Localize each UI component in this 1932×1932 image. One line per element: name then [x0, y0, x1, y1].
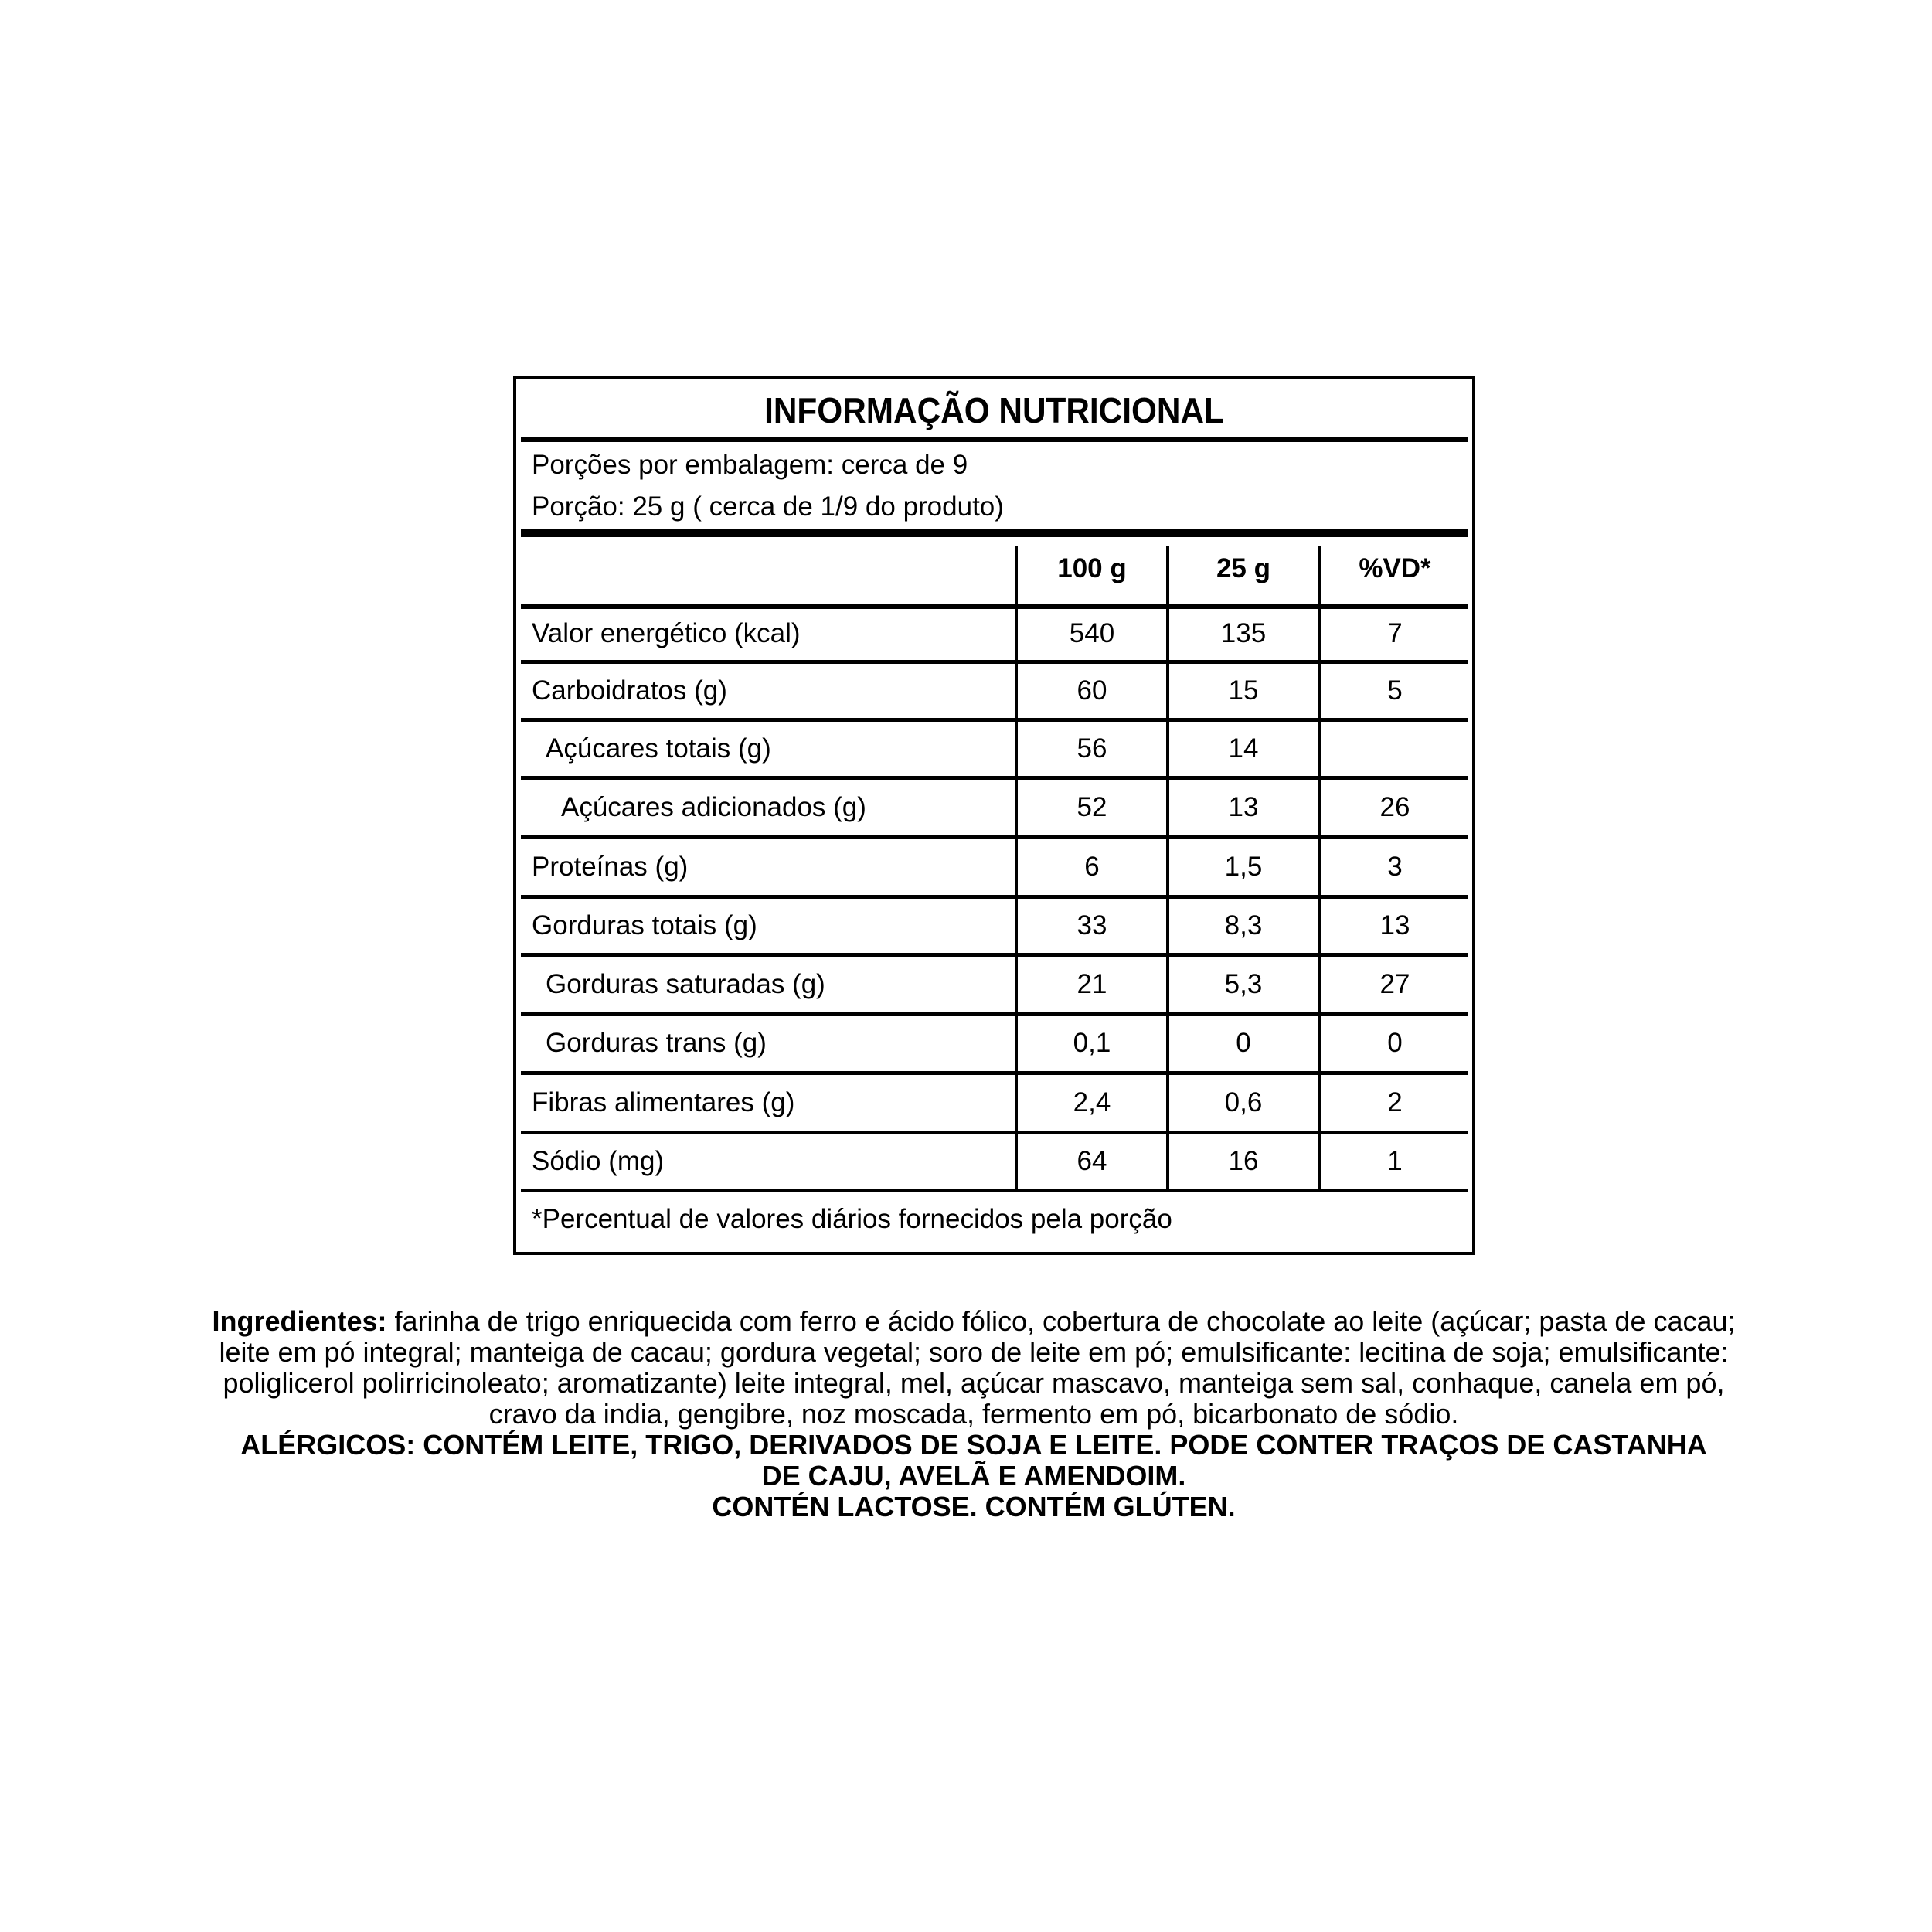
- nutrient-value: 16: [1228, 1145, 1259, 1176]
- nutrient-name: Valor energético (kcal): [532, 617, 801, 648]
- nutrient-name: Açúcares adicionados (g): [561, 791, 866, 822]
- row-divider: [521, 895, 1468, 899]
- footnote: *Percentual de valores diários fornecido…: [532, 1204, 1172, 1234]
- column-divider: [1318, 546, 1321, 1189]
- nutrient-value: 2: [1387, 1087, 1403, 1117]
- allergens-line: ALÉRGICOS: CONTÉM LEITE, TRIGO, DERIVADO…: [240, 1429, 1707, 1461]
- divider-thick: [521, 529, 1468, 537]
- column-header-100g: 100 g: [1057, 553, 1127, 583]
- nutrient-value: 540: [1069, 617, 1115, 648]
- divider: [521, 437, 1468, 442]
- nutrient-value: 135: [1220, 617, 1267, 648]
- nutrient-value: 8,3: [1224, 910, 1263, 940]
- column-divider: [1166, 546, 1169, 1189]
- row-divider: [521, 1131, 1468, 1134]
- ingredients-line: leite em pó integral; manteiga de cacau;…: [219, 1336, 1729, 1368]
- nutrient-value: 0: [1387, 1028, 1403, 1058]
- allergens-line: CONTÉN LACTOSE. CONTÉM GLÚTEN.: [712, 1491, 1236, 1522]
- ingredients-line: poliglicerol polirricinoleato; aromatiza…: [223, 1367, 1725, 1399]
- nutrient-value: 15: [1228, 675, 1259, 706]
- nutrient-value: 5,3: [1224, 968, 1263, 999]
- nutrient-value: 13: [1228, 791, 1259, 822]
- table-title: INFORMAÇÃO NUTRICIONAL: [764, 390, 1224, 430]
- nutrient-value: 6: [1084, 851, 1100, 882]
- nutrient-value: 64: [1077, 1145, 1107, 1176]
- nutrient-name: Proteínas (g): [532, 851, 689, 882]
- servings-per-package: Porções por embalagem: cerca de 9: [532, 450, 968, 480]
- nutrient-name: Carboidratos (g): [532, 675, 727, 706]
- row-divider: [521, 1071, 1468, 1075]
- nutrient-value: 2,4: [1073, 1087, 1111, 1117]
- row-divider: [521, 604, 1468, 609]
- nutrient-value: 60: [1077, 675, 1107, 706]
- nutrient-value: 52: [1077, 791, 1107, 822]
- column-header-serving: 25 g: [1216, 553, 1271, 583]
- nutrient-value: 13: [1379, 910, 1410, 940]
- nutrient-value: 0,1: [1073, 1028, 1111, 1058]
- nutrient-value: 26: [1379, 791, 1410, 822]
- row-divider: [521, 1012, 1468, 1016]
- nutrient-value: 0,6: [1224, 1087, 1263, 1117]
- nutrient-value: 3: [1387, 851, 1403, 882]
- nutrient-value: 0: [1236, 1028, 1251, 1058]
- nutrient-value: 33: [1077, 910, 1107, 940]
- ingredients-heading: Ingredientes:: [212, 1305, 387, 1337]
- nutrient-value: 56: [1077, 733, 1107, 764]
- ingredients-text: farinha de trigo enriquecida com ferro e…: [386, 1305, 1736, 1337]
- nutrient-name: Açúcares totais (g): [546, 733, 771, 764]
- nutrient-value: 21: [1077, 968, 1107, 999]
- nutrient-name: Gorduras trans (g): [546, 1028, 767, 1058]
- nutrient-name: Gorduras saturadas (g): [546, 968, 825, 999]
- column-divider: [1015, 546, 1018, 1189]
- row-divider: [521, 718, 1468, 722]
- nutrient-value: 14: [1228, 733, 1259, 764]
- nutrient-name: Gorduras totais (g): [532, 910, 757, 940]
- row-divider: [521, 660, 1468, 664]
- row-divider: [521, 835, 1468, 839]
- nutrient-value: 1,5: [1224, 851, 1263, 882]
- allergens-line: DE CAJU, AVELÃ E AMENDOIM.: [761, 1460, 1186, 1492]
- nutrient-value: 1: [1387, 1145, 1403, 1176]
- nutrient-value: 5: [1387, 675, 1403, 706]
- nutrient-value: 7: [1387, 617, 1403, 648]
- nutrient-name: Fibras alimentares (g): [532, 1087, 795, 1117]
- row-divider: [521, 776, 1468, 780]
- ingredients-line: Ingredientes: farinha de trigo enriqueci…: [124, 1306, 1824, 1337]
- nutrient-value: 27: [1379, 968, 1410, 999]
- row-divider: [521, 1189, 1468, 1192]
- serving-size: Porção: 25 g ( cerca de 1/9 do produto): [532, 492, 1004, 522]
- column-header-dv: %VD*: [1359, 553, 1431, 583]
- row-divider: [521, 953, 1468, 957]
- nutrient-name: Sódio (mg): [532, 1145, 665, 1176]
- nutrition-facts-table: INFORMAÇÃO NUTRICIONAL Porções por embal…: [513, 376, 1475, 1255]
- ingredients-line: cravo da india, gengibre, noz moscada, f…: [488, 1398, 1459, 1430]
